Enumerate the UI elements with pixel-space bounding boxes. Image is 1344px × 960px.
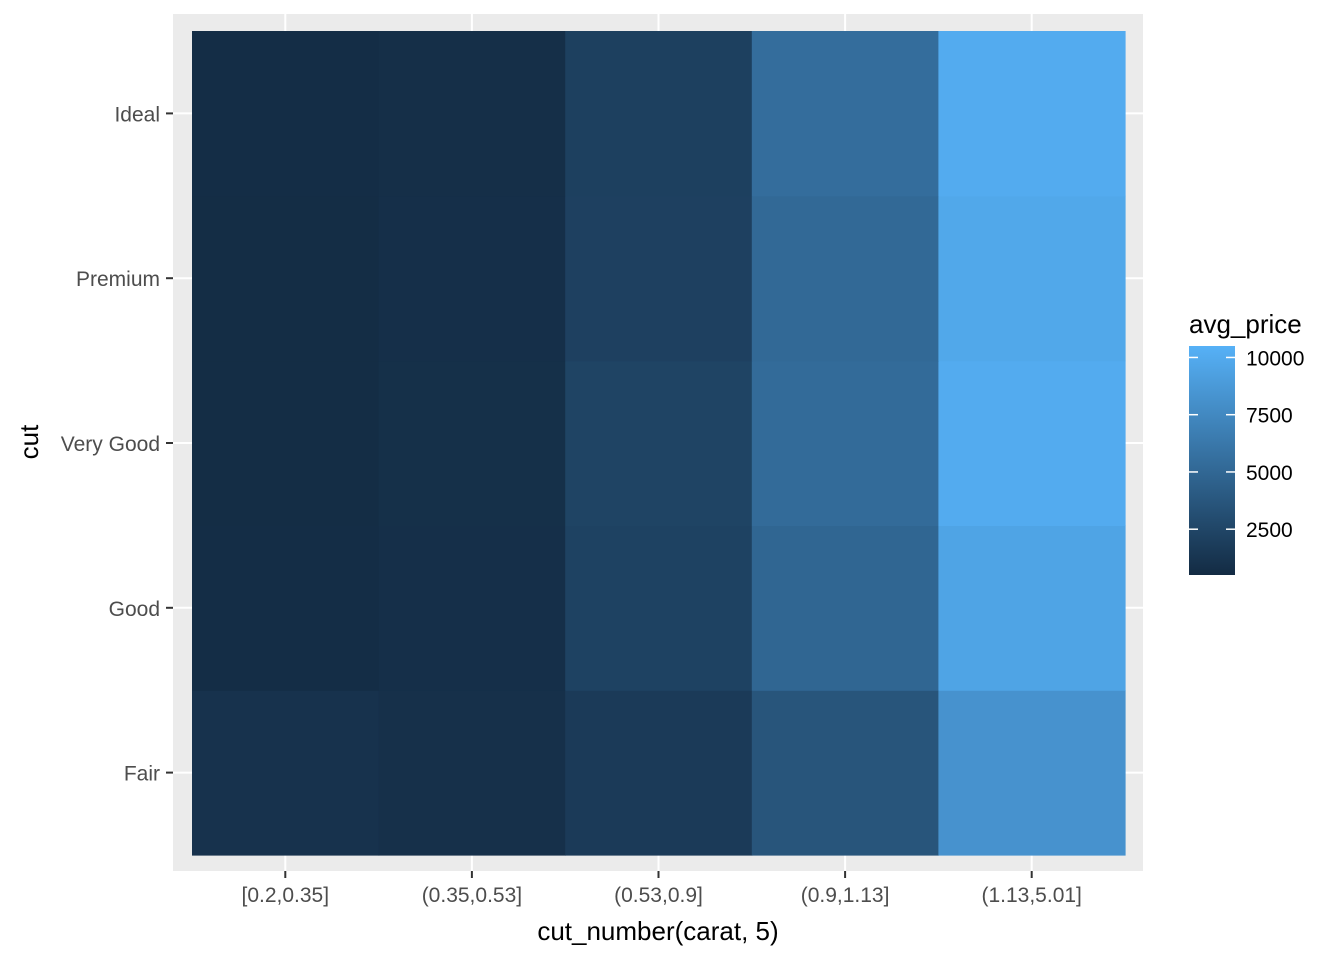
heatmap-tile <box>378 360 566 526</box>
heatmap-tile <box>192 31 380 197</box>
legend-title: avg_price <box>1189 309 1302 339</box>
y-tick-label: Premium <box>76 268 160 291</box>
y-tick-label: Fair <box>124 763 160 786</box>
heatmap-tile <box>565 525 753 691</box>
heatmap-tile <box>938 195 1126 362</box>
legend-colorbar <box>1189 346 1235 575</box>
heatmap-tile <box>938 31 1126 197</box>
heatmap-tile <box>378 690 566 856</box>
y-axis-title: cut <box>14 424 44 459</box>
y-axis: Fair Good Very Good Premium Ideal <box>61 103 173 786</box>
heatmap-tile <box>751 690 939 856</box>
heatmap-tile <box>751 195 939 362</box>
legend-tick-label: 7500 <box>1246 405 1293 428</box>
y-tick-label: Ideal <box>114 103 160 126</box>
heatmap-tile <box>938 360 1126 526</box>
x-axis: [0.2,0.35] (0.35,0.53] (0.53,0.9] (0.9,1.13… <box>242 871 1082 907</box>
x-tick-label: (0.35,0.53] <box>422 884 522 907</box>
heatmap-tiles <box>192 31 1126 856</box>
y-tick-label: Very Good <box>61 433 160 456</box>
heatmap-tile <box>938 690 1126 856</box>
legend-tick-label: 10000 <box>1246 347 1304 370</box>
color-legend: avg_price 2500 5000 7500 10000 <box>1189 309 1304 575</box>
legend-tick-label: 5000 <box>1246 462 1293 485</box>
heatmap-tile <box>938 525 1126 691</box>
heatmap-tile <box>378 31 566 197</box>
x-tick-label: (0.9,1.13] <box>801 884 890 907</box>
legend-tick-label: 2500 <box>1246 519 1293 542</box>
heatmap-tile <box>565 195 753 362</box>
heatmap-tile <box>751 360 939 526</box>
heatmap-tile <box>751 31 939 197</box>
heatmap-tile <box>192 690 380 856</box>
heatmap-tile <box>565 31 753 197</box>
heatmap-tile <box>192 525 380 691</box>
heatmap-tile <box>192 360 380 526</box>
heatmap-tile <box>378 525 566 691</box>
x-axis-title: cut_number(carat, 5) <box>537 916 778 946</box>
heatmap-tile <box>751 525 939 691</box>
y-tick-label: Good <box>109 598 160 621</box>
heatmap-tile <box>378 195 566 362</box>
heatmap-tile <box>565 360 753 526</box>
x-tick-label: (1.13,5.01] <box>981 884 1081 907</box>
x-tick-label: (0.53,0.9] <box>614 884 703 907</box>
heatmap-tile <box>565 690 753 856</box>
x-tick-label: [0.2,0.35] <box>242 884 330 907</box>
heatmap-tile <box>192 195 380 362</box>
